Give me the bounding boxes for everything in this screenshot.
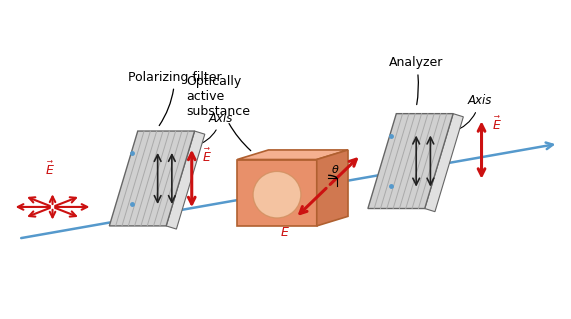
Polygon shape: [425, 114, 463, 212]
Text: $\vec{E}$: $\vec{E}$: [280, 223, 289, 240]
Polygon shape: [166, 131, 205, 229]
Polygon shape: [237, 150, 348, 160]
Text: Optically
active
substance: Optically active substance: [186, 75, 251, 151]
Polygon shape: [110, 131, 195, 226]
Polygon shape: [237, 160, 317, 226]
Text: Axis: Axis: [453, 94, 492, 132]
Text: $\theta$: $\theta$: [331, 163, 340, 175]
Polygon shape: [317, 150, 348, 226]
Text: $\vec{E}$: $\vec{E}$: [202, 148, 212, 165]
Text: Analyzer: Analyzer: [389, 56, 443, 105]
Text: Axis: Axis: [195, 112, 233, 146]
Ellipse shape: [253, 171, 301, 218]
Text: $\vec{E}$: $\vec{E}$: [45, 161, 55, 178]
Text: Polarizing filter: Polarizing filter: [128, 70, 222, 126]
Text: $\vec{E}$: $\vec{E}$: [492, 116, 502, 133]
Polygon shape: [368, 114, 453, 209]
